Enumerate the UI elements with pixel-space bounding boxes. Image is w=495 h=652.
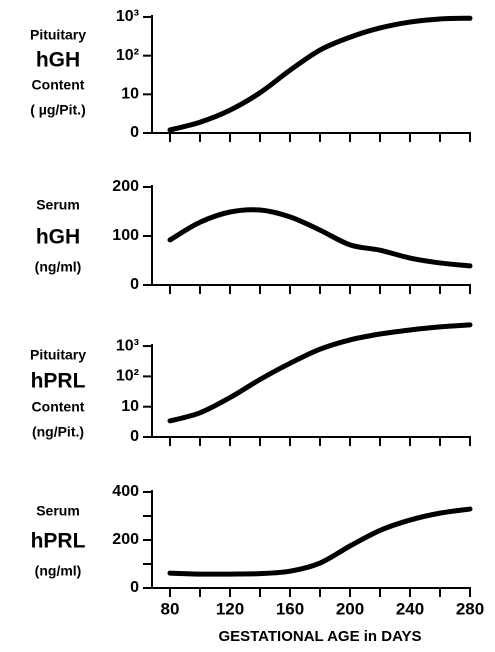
y-tick-label: 0 bbox=[130, 579, 139, 596]
x-axis-label: GESTATIONAL AGE in DAYS bbox=[218, 628, 421, 645]
y-axis-label: (ng/ml) bbox=[35, 259, 82, 275]
y-tick-label: 10 bbox=[121, 86, 139, 103]
y-tick-label: 0 bbox=[130, 124, 139, 141]
y-axis-label: Content bbox=[32, 77, 85, 93]
y-axis-label: (ng/Pit.) bbox=[32, 424, 84, 440]
y-axis-label: Serum bbox=[36, 197, 80, 213]
curve bbox=[167, 207, 473, 269]
y-tick-label: 10³ bbox=[116, 337, 139, 354]
y-axis-label: (ng/ml) bbox=[35, 563, 82, 579]
curve bbox=[167, 506, 473, 577]
y-axis-label: hGH bbox=[36, 49, 80, 72]
y-tick-label: 0 bbox=[130, 276, 139, 293]
x-tick-label: 80 bbox=[161, 599, 180, 618]
y-axis-label: hPRL bbox=[31, 530, 86, 553]
x-tick-label: 200 bbox=[336, 599, 364, 618]
y-tick-label: 400 bbox=[112, 483, 139, 500]
y-axis-label: hGH bbox=[36, 226, 80, 249]
y-axis-label: Pituitary bbox=[30, 27, 86, 43]
y-tick-label: 10³ bbox=[116, 8, 139, 25]
y-axis-label: Content bbox=[32, 399, 85, 415]
y-tick-label: 10² bbox=[116, 47, 139, 64]
y-tick-label: 200 bbox=[112, 531, 139, 548]
curve bbox=[167, 322, 473, 424]
y-tick-label: 200 bbox=[112, 178, 139, 195]
x-tick-label: 240 bbox=[396, 599, 424, 618]
x-tick-label: 160 bbox=[276, 599, 304, 618]
y-tick-label: 100 bbox=[112, 227, 139, 244]
y-axis-label: Serum bbox=[36, 503, 80, 519]
y-axis-label: hPRL bbox=[31, 370, 86, 393]
y-axis-label: Pituitary bbox=[30, 347, 86, 363]
x-tick-label: 120 bbox=[216, 599, 244, 618]
y-tick-label: 0 bbox=[130, 428, 139, 445]
x-tick-label: 280 bbox=[456, 599, 484, 618]
y-axis-label: ( µg/Pit.) bbox=[30, 102, 86, 118]
curve bbox=[167, 15, 473, 133]
y-tick-label: 10 bbox=[121, 398, 139, 415]
y-tick-label: 10² bbox=[116, 368, 139, 385]
